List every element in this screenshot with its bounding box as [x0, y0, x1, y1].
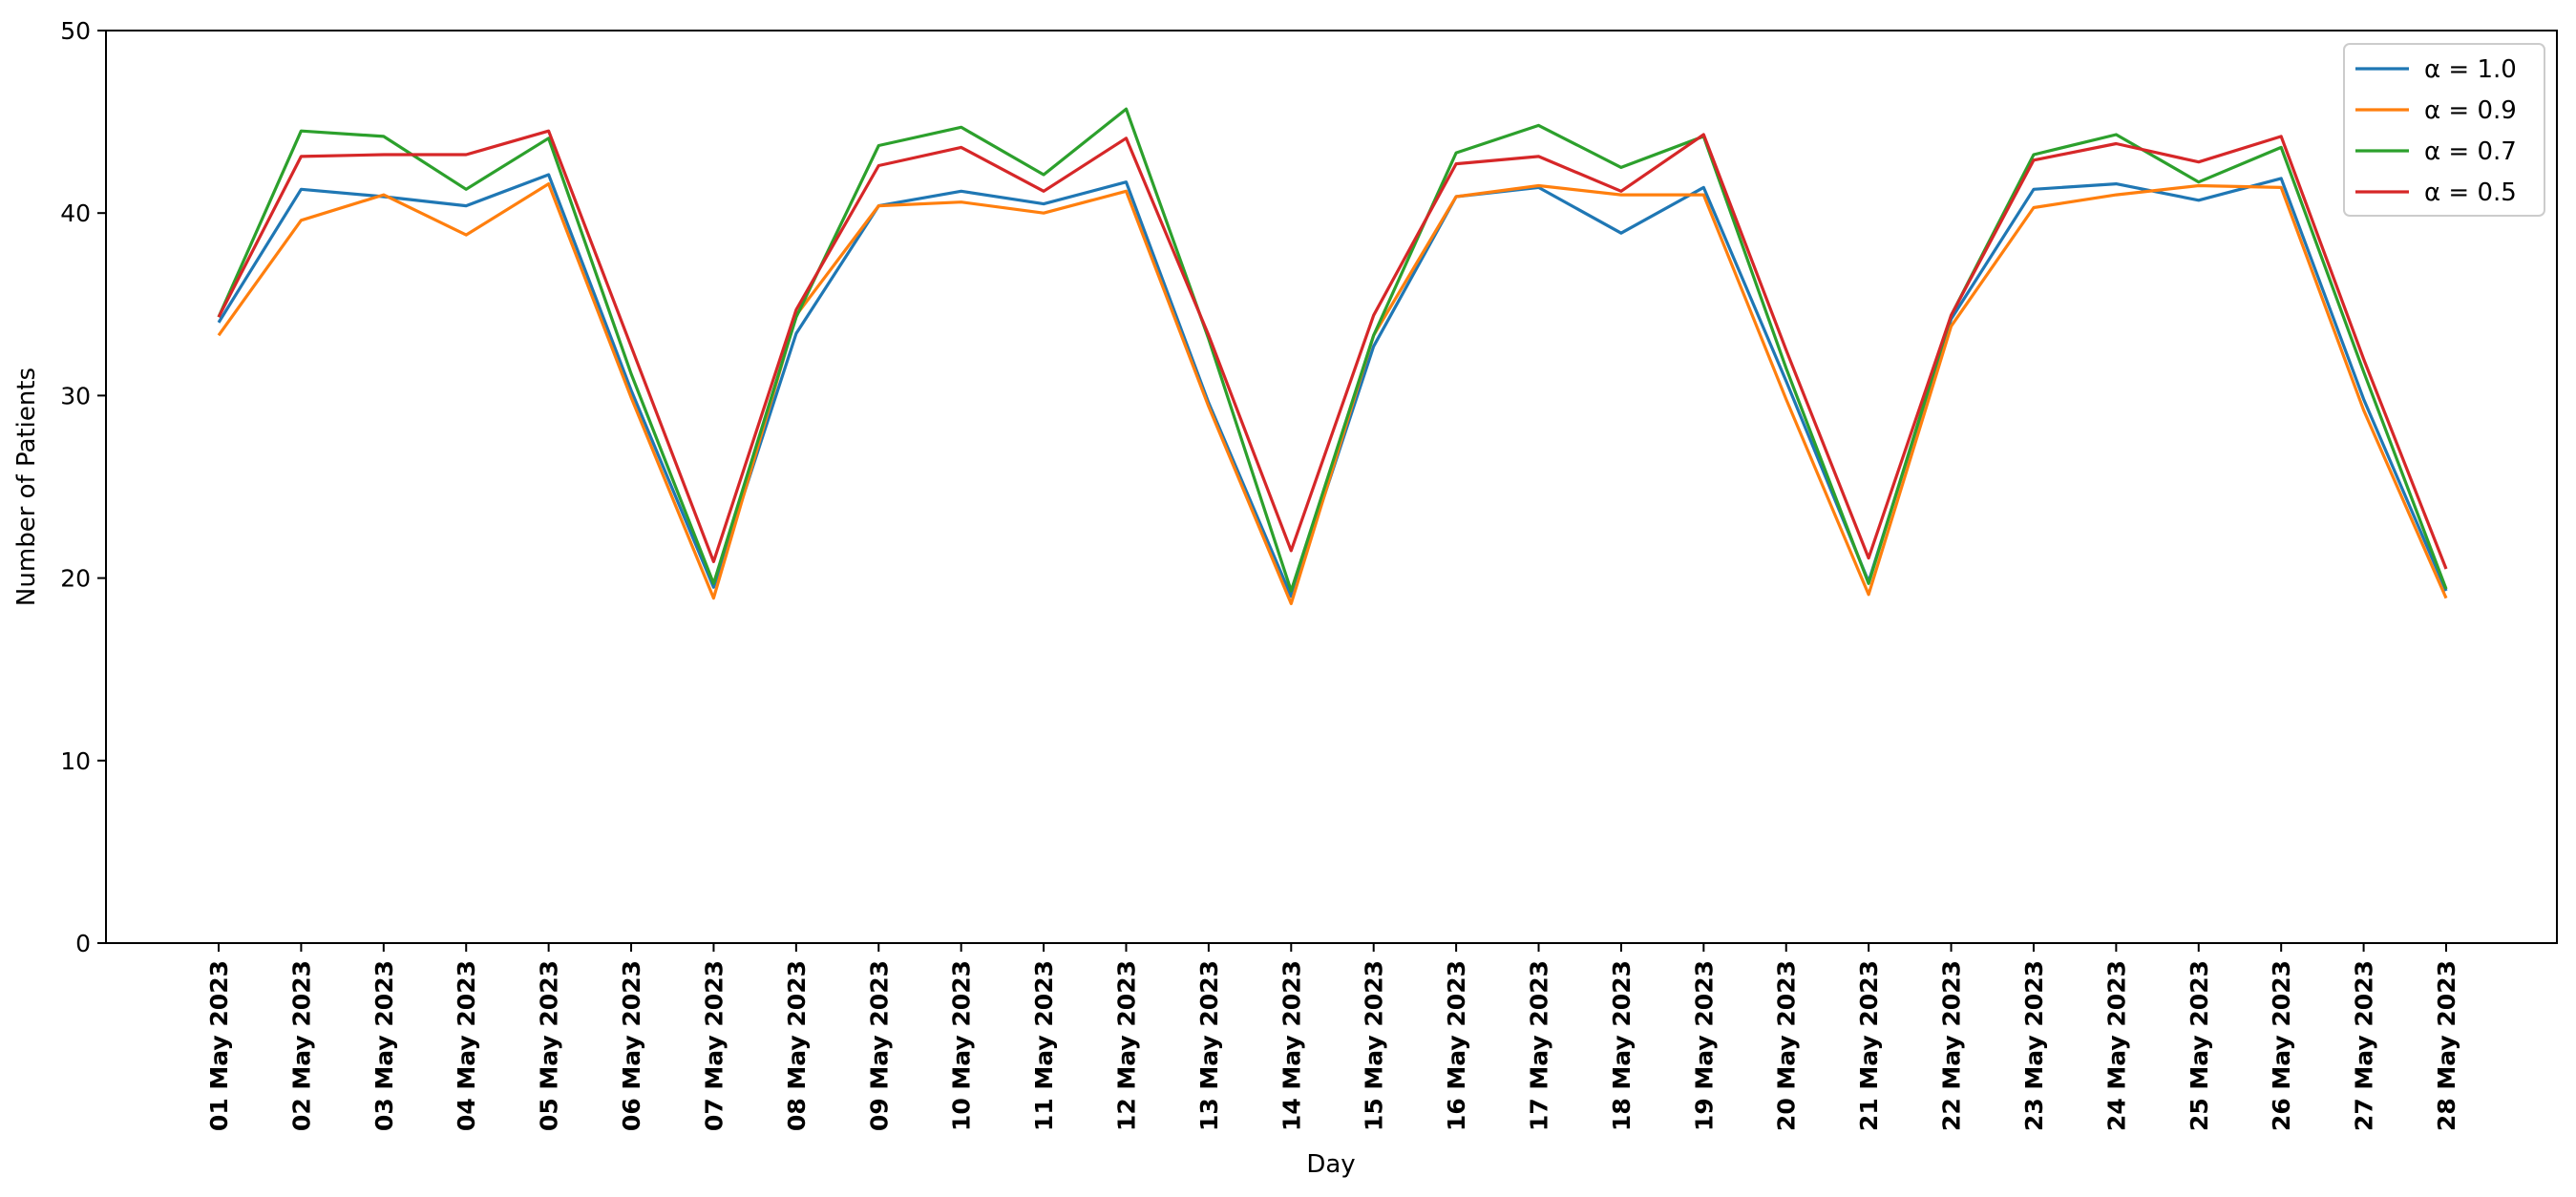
- x-tick-label: 02 May 2023: [287, 960, 315, 1131]
- series-line-1: [217, 182, 2448, 606]
- x-tick-label: 18 May 2023: [1608, 960, 1636, 1131]
- x-tick-label: 19 May 2023: [1690, 960, 1718, 1131]
- plot-frame: [105, 30, 2558, 944]
- legend-box: [2343, 43, 2545, 217]
- legend-label-3: α = 0.5: [2424, 178, 2517, 207]
- x-tick-label: 26 May 2023: [2268, 960, 2295, 1131]
- x-tick-label: 09 May 2023: [865, 960, 893, 1131]
- x-tick-label: 12 May 2023: [1113, 960, 1141, 1131]
- x-tick-label: 15 May 2023: [1361, 960, 1388, 1131]
- x-tick-label: 10 May 2023: [948, 960, 976, 1131]
- x-axis-ticks: 01 May 2023 02 May 2023 03 May 2023 04 May …: [205, 943, 2460, 1131]
- x-tick-label: 24 May 2023: [2102, 960, 2130, 1131]
- x-tick-label: 08 May 2023: [783, 960, 811, 1131]
- legend-label-1: α = 0.9: [2424, 96, 2517, 125]
- series-line-3: [217, 129, 2448, 570]
- x-tick-label: 27 May 2023: [2351, 960, 2378, 1131]
- legend-label-0: α = 1.0: [2424, 55, 2517, 84]
- y-tick-label: 50: [60, 17, 91, 45]
- series-lines: [217, 107, 2448, 606]
- y-tick-label: 30: [60, 382, 91, 410]
- y-tick-label: 40: [60, 200, 91, 227]
- x-tick-label: 14 May 2023: [1277, 960, 1305, 1131]
- x-tick-label: 13 May 2023: [1195, 960, 1223, 1131]
- x-tick-label: 21 May 2023: [1855, 960, 1883, 1131]
- x-tick-label: 16 May 2023: [1443, 960, 1470, 1131]
- y-axis-label: Number of Patients: [12, 368, 41, 606]
- x-tick-label: 23 May 2023: [2020, 960, 2048, 1131]
- legend: α = 1.0 α = 0.9 α = 0.7 α = 0.5: [2343, 43, 2545, 217]
- x-tick-label: 06 May 2023: [618, 960, 645, 1131]
- x-tick-label: 01 May 2023: [205, 960, 233, 1131]
- x-tick-label: 05 May 2023: [536, 960, 563, 1131]
- x-tick-label: 04 May 2023: [453, 960, 480, 1131]
- y-tick-label: 0: [75, 930, 91, 957]
- x-tick-label: 20 May 2023: [1773, 960, 1801, 1131]
- legend-label-2: α = 0.7: [2424, 137, 2517, 166]
- x-tick-label: 11 May 2023: [1030, 960, 1058, 1131]
- y-tick-label: 20: [60, 565, 91, 593]
- y-tick-label: 10: [60, 747, 91, 775]
- series-line-2: [217, 107, 2448, 593]
- x-tick-label: 07 May 2023: [700, 960, 728, 1131]
- x-tick-label: 25 May 2023: [2185, 960, 2213, 1131]
- y-axis-ticks: 0 10 20 30 40 50: [60, 17, 106, 957]
- x-tick-label: 03 May 2023: [370, 960, 398, 1131]
- x-tick-label: 28 May 2023: [2433, 960, 2460, 1131]
- x-tick-label: 22 May 2023: [1938, 960, 1966, 1131]
- x-tick-label: 17 May 2023: [1526, 960, 1553, 1131]
- x-axis-label: Day: [1306, 1150, 1355, 1179]
